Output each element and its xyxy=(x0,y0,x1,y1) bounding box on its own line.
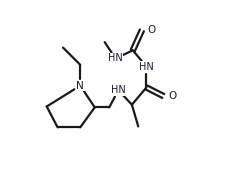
Text: N: N xyxy=(76,81,84,91)
Text: O: O xyxy=(147,25,155,35)
Text: HN: HN xyxy=(111,85,126,95)
Text: HN: HN xyxy=(139,62,154,72)
Text: HN: HN xyxy=(108,54,123,63)
Text: O: O xyxy=(169,91,177,101)
